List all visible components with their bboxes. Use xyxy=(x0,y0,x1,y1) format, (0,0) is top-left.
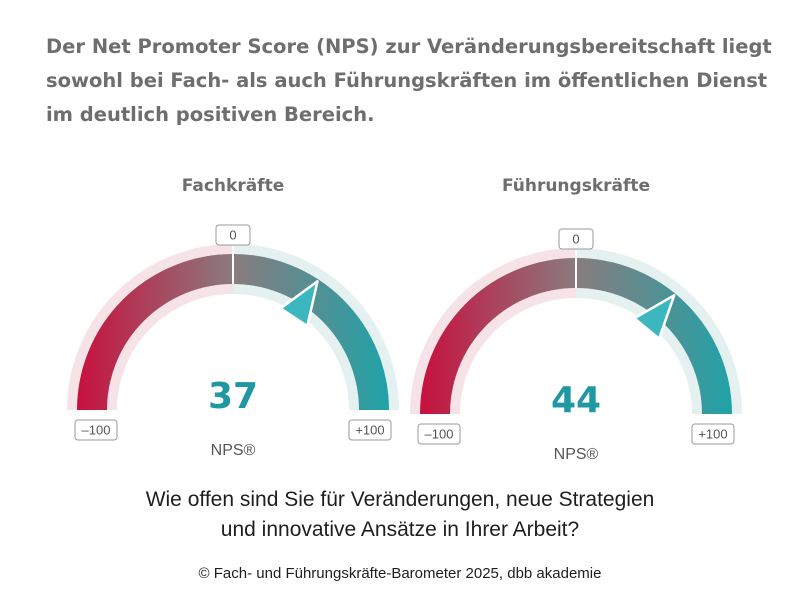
gauge-label-max: +100 xyxy=(348,419,392,441)
gauge-label-min-text: –100 xyxy=(425,427,454,442)
gauge-label-zero-text: 0 xyxy=(572,232,579,247)
gauge-title-fachkraefte: Fachkräfte xyxy=(182,176,284,196)
copyright-notice: © Fach- und Führungskräfte-Barometer 202… xyxy=(198,565,602,582)
gauge-label-max-text: +100 xyxy=(355,423,384,438)
headline: Der Net Promoter Score (NPS) zur Verände… xyxy=(46,30,772,132)
gauge-title-fuehrungskraefte: Führungskräfte xyxy=(502,176,650,196)
headline-line-3: im deutlich positiven Bereich. xyxy=(46,103,375,126)
gauge-fuehrungskraefte: Führungskräfte 0 –100 +100 44 NPS® xyxy=(410,176,742,463)
gauge-unit: NPS® xyxy=(554,446,599,463)
headline-line-2: sowohl bei Fach- als auch Führungskräfte… xyxy=(46,69,768,92)
gauge-pointer xyxy=(633,294,676,340)
gauge-unit: NPS® xyxy=(211,442,256,459)
gauge-pointer xyxy=(279,280,319,328)
headline-line-1: Der Net Promoter Score (NPS) zur Verände… xyxy=(46,35,772,58)
gauge-value: 37 xyxy=(208,376,258,417)
gauge-label-min: –100 xyxy=(417,423,461,445)
gauge-label-zero: 0 xyxy=(215,224,251,246)
survey-question-line-2: und innovative Ansätze in Ihrer Arbeit? xyxy=(220,518,580,541)
gauge-label-min: –100 xyxy=(74,419,118,441)
survey-question-line-1: Wie offen sind Sie für Veränderungen, ne… xyxy=(145,488,655,511)
nps-gauges: Fachkräfte 0 –100 +100 37 NPS® Führungsk… xyxy=(67,176,742,463)
gauge-label-min-text: –100 xyxy=(82,423,111,438)
survey-question: Wie offen sind Sie für Veränderungen, ne… xyxy=(0,485,800,545)
gauge-label-max-text: +100 xyxy=(698,427,727,442)
gauge-label-zero-text: 0 xyxy=(229,228,236,243)
gauge-value: 44 xyxy=(551,380,601,421)
gauge-fachkraefte: Fachkräfte 0 –100 +100 37 NPS® xyxy=(67,176,399,459)
gauge-label-zero: 0 xyxy=(558,228,594,250)
gauge-label-max: +100 xyxy=(691,423,735,445)
